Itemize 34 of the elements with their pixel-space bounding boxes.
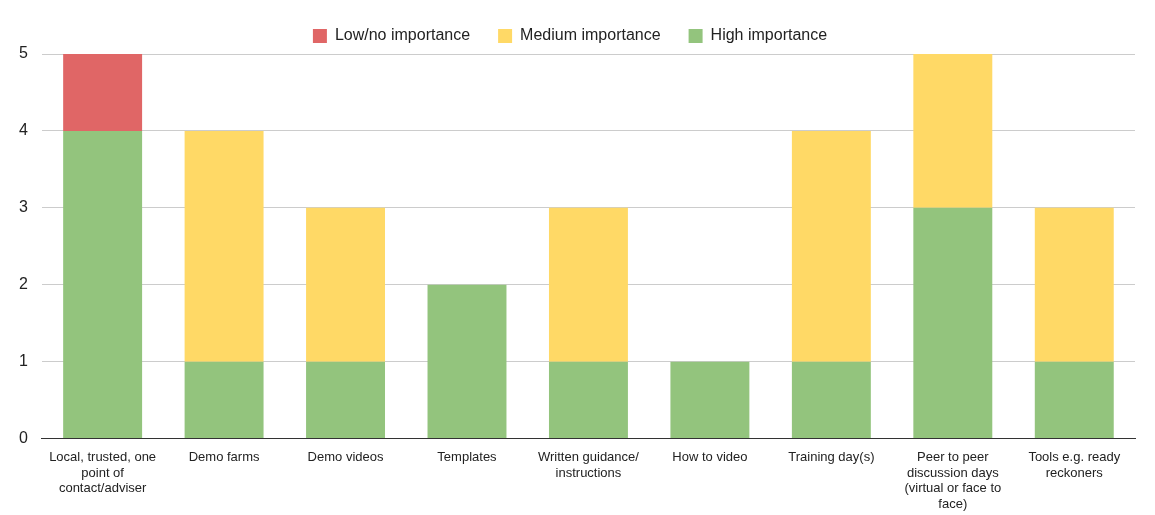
bar [306,361,386,439]
bar [1034,207,1114,362]
bar [63,54,143,131]
legend-label: High importance [710,26,828,44]
x-tick-label: Tools e.g. ready reckoners [1028,448,1121,480]
legend-label: Low/no importance [334,26,471,44]
x-tick-label: Local, trusted, one point of contact/adviser [49,448,157,496]
bar [548,361,628,439]
bar [427,284,507,439]
bar [913,54,993,208]
x-tick-label: Peer to peer discussion days (virtual or face to face) [904,448,1002,511]
bar [791,130,871,362]
bar [184,361,264,439]
x-tick-label: Templates [437,448,498,464]
y-tick-label: 3 [18,198,28,216]
x-tick-label: How to video [672,448,748,464]
y-tick-label: 5 [18,44,28,62]
y-tick-label: 0 [18,429,28,447]
y-tick-label: 4 [18,121,28,139]
bar [306,207,386,362]
legend-label: Medium importance [520,26,661,44]
bar [670,361,750,439]
bar [791,361,871,439]
bar [913,207,993,439]
y-tick-label: 2 [18,275,28,293]
bar [1034,361,1114,439]
y-tick-label: 1 [18,352,28,370]
x-tick-label: Training day(s) [788,448,875,464]
x-tick-label: Demo videos [307,448,384,464]
bar [63,130,143,439]
bar [184,130,264,362]
x-tick-label: Demo farms [188,448,260,464]
bar [548,207,628,362]
x-tick-label: Written guidance/ instructions [537,448,640,480]
